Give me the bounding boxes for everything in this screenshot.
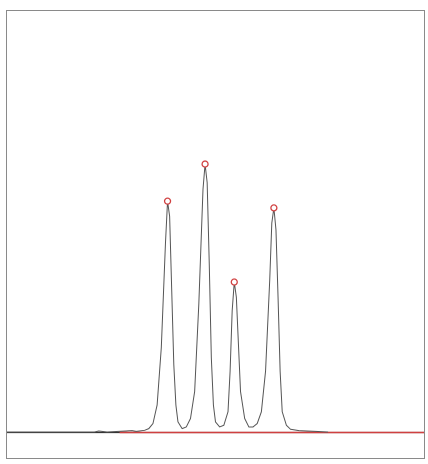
chart-marks	[7, 160, 424, 434]
peak-marker-3	[230, 278, 238, 286]
peak-marker-2	[201, 160, 209, 168]
plot-frame	[6, 10, 425, 459]
peak-marker-1	[163, 197, 172, 205]
peak-marker-4	[270, 204, 278, 212]
signal-trace-0	[7, 163, 329, 433]
